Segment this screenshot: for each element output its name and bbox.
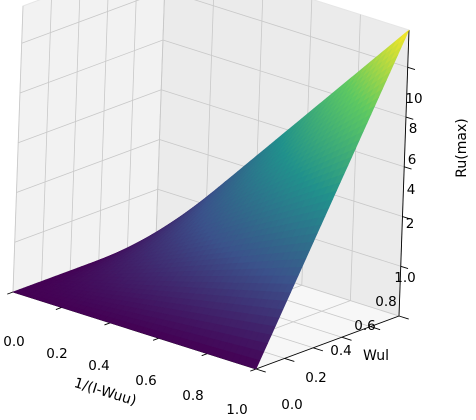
surface-plot bbox=[12, 29, 410, 370]
y-tick-mark bbox=[341, 336, 352, 341]
y-tick-label: 1.0 bbox=[394, 270, 415, 286]
grid-line bbox=[16, 139, 160, 193]
grid-line bbox=[19, 39, 164, 94]
z-axis-line bbox=[398, 29, 410, 317]
grid-line bbox=[193, 0, 408, 68]
y-axis-label: Wul bbox=[363, 348, 389, 364]
z-tick-mark bbox=[402, 216, 410, 220]
grid-line bbox=[18, 89, 162, 144]
grid-line bbox=[161, 89, 405, 168]
z-tick-mark bbox=[405, 116, 414, 120]
x-tick-label: 0.2 bbox=[46, 346, 67, 362]
x-tick-mark bbox=[250, 368, 257, 372]
y-axis: 0.0 0.2 0.4 0.6 0.8 1.0 Wul bbox=[281, 270, 415, 413]
y-axis-line bbox=[255, 315, 400, 370]
y-tick-mark bbox=[398, 315, 409, 320]
x-tick-mark bbox=[7, 291, 14, 295]
x-tick-label: 1.0 bbox=[226, 402, 247, 418]
grid-line bbox=[98, 0, 109, 261]
x-tick-mark bbox=[55, 306, 62, 310]
x-tick-label: 0.4 bbox=[88, 358, 109, 374]
x-tick-label: 0.0 bbox=[3, 334, 24, 350]
y-tick-mark bbox=[255, 368, 266, 373]
z-tick-label: 8 bbox=[409, 121, 418, 137]
x-tick-mark bbox=[201, 353, 208, 357]
z-tick-label: 4 bbox=[407, 182, 416, 198]
y-tick-label: 0.4 bbox=[330, 343, 351, 359]
x-tick-mark bbox=[152, 337, 159, 341]
y-tick-mark bbox=[284, 357, 295, 362]
y-tick-label: 0.8 bbox=[375, 294, 396, 310]
y-tick-label: 0.6 bbox=[354, 318, 375, 334]
z-axis: 2 4 6 8 10 Ru(max) bbox=[405, 91, 470, 232]
z-axis-label: Ru(max) bbox=[454, 118, 470, 177]
grid-line bbox=[14, 188, 158, 243]
z-tick-mark bbox=[400, 265, 409, 269]
grid-line bbox=[127, 0, 137, 250]
y-tick-mark bbox=[313, 347, 324, 352]
surface-cell bbox=[249, 358, 261, 370]
grid-line bbox=[155, 0, 165, 240]
y-tick-label: 0.0 bbox=[281, 397, 302, 413]
z-tick-label: 2 bbox=[406, 216, 415, 232]
y-tick-label: 0.2 bbox=[305, 370, 326, 386]
z-tick-label: 6 bbox=[408, 152, 417, 168]
z-tick-mark bbox=[407, 66, 416, 71]
grid-line bbox=[21, 0, 140, 44]
grid-line bbox=[12, 5, 24, 293]
x-tick-label: 0.8 bbox=[182, 388, 203, 404]
grid-line bbox=[69, 0, 81, 271]
grid-line bbox=[41, 0, 52, 282]
z-tick-label: 10 bbox=[405, 91, 422, 107]
x-tick-label: 0.6 bbox=[135, 373, 156, 389]
x-axis-label: 1/(I-Wuu) bbox=[72, 375, 138, 409]
z-tick-mark bbox=[404, 166, 412, 170]
grid-line bbox=[350, 14, 361, 301]
x-tick-mark bbox=[104, 322, 111, 326]
y-tick-mark bbox=[370, 326, 381, 331]
